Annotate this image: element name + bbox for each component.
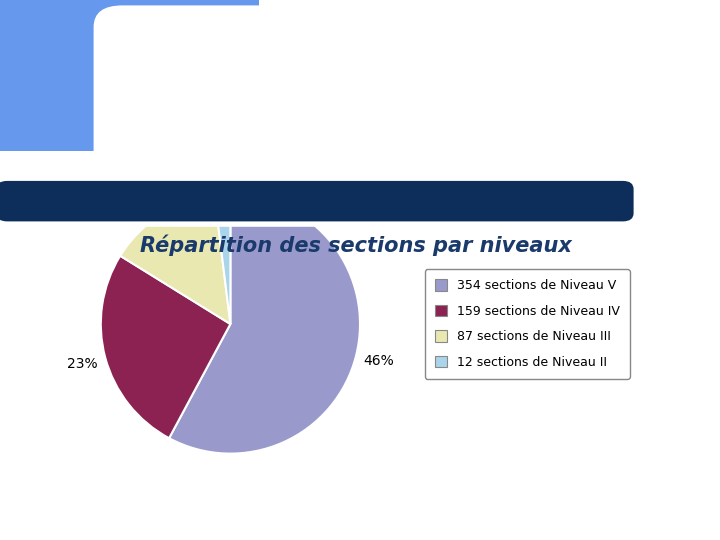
Wedge shape [120, 195, 230, 324]
Text: Répartition des sections par niveaux: Répartition des sections par niveaux [140, 235, 572, 256]
Wedge shape [169, 194, 360, 454]
Text: 20%: 20% [132, 188, 163, 202]
Text: 46%: 46% [364, 354, 394, 368]
Text: 11%: 11% [205, 164, 236, 178]
Text: 23%: 23% [68, 356, 98, 370]
Wedge shape [215, 194, 230, 324]
Wedge shape [101, 256, 230, 438]
Legend: 354 sections de Niveau V, 159 sections de Niveau IV, 87 sections de Niveau III, : 354 sections de Niveau V, 159 sections d… [425, 269, 630, 379]
